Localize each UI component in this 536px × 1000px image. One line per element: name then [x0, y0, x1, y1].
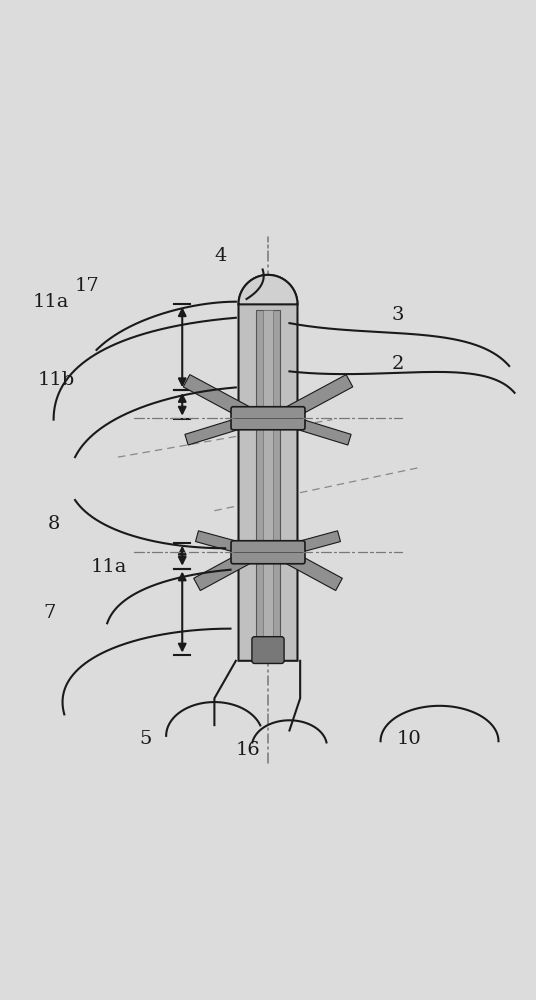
Polygon shape — [185, 413, 258, 445]
Text: 5: 5 — [139, 730, 152, 748]
FancyBboxPatch shape — [231, 541, 305, 564]
Text: 2: 2 — [391, 355, 404, 373]
Text: 16: 16 — [236, 741, 260, 759]
Text: 3: 3 — [391, 306, 404, 324]
Text: 11b: 11b — [38, 371, 75, 389]
Text: 10: 10 — [397, 730, 421, 748]
Text: 8: 8 — [48, 515, 61, 533]
Text: 11a: 11a — [91, 558, 128, 576]
Text: 17: 17 — [75, 277, 100, 295]
Polygon shape — [196, 531, 258, 558]
Text: 11a: 11a — [32, 293, 69, 311]
Text: 7: 7 — [43, 604, 55, 622]
Polygon shape — [278, 413, 351, 445]
Polygon shape — [193, 546, 259, 591]
FancyBboxPatch shape — [252, 637, 284, 663]
Polygon shape — [278, 531, 340, 558]
Polygon shape — [239, 275, 297, 661]
Bar — [256, 310, 280, 661]
Polygon shape — [277, 546, 343, 591]
Polygon shape — [183, 375, 259, 424]
Polygon shape — [239, 275, 297, 304]
Bar — [263, 310, 273, 661]
Polygon shape — [277, 375, 353, 424]
FancyBboxPatch shape — [231, 407, 305, 430]
Text: 4: 4 — [214, 247, 227, 265]
